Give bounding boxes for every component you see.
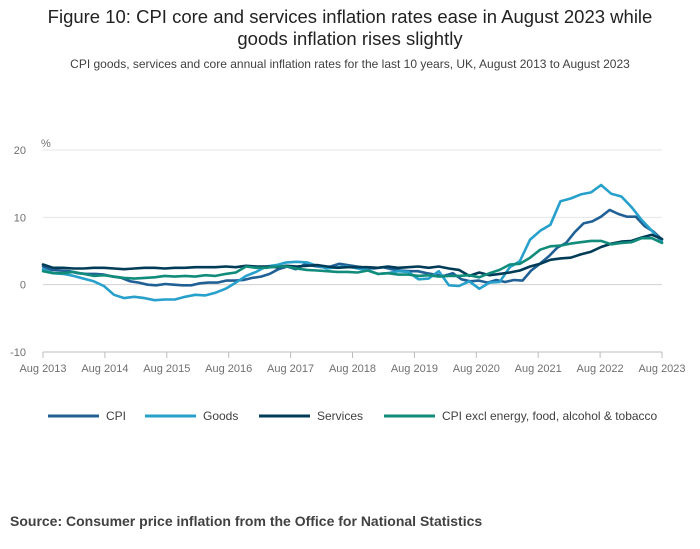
chart-title-line1: Figure 10: CPI core and services inflati… [47, 6, 653, 27]
chart-title-line2: goods inflation rises slightly [237, 28, 463, 49]
legend-label: Goods [203, 409, 238, 423]
y-tick-label: 20 [14, 145, 26, 157]
legend-item-1[interactable]: CPI [48, 409, 126, 423]
x-tick-label: Aug 2023 [638, 363, 685, 375]
legend-label: CPI excl energy, food, alcohol & tobacco [442, 409, 658, 423]
x-tick-label: Aug 2018 [329, 363, 376, 375]
y-tick-label: 0 [20, 280, 26, 292]
legend-label: Services [317, 409, 363, 423]
x-tick-label: Aug 2020 [453, 363, 500, 375]
series-line-4[interactable] [41, 236, 664, 280]
y-tick-label: -10 [10, 347, 26, 359]
x-tick-label: Aug 2021 [515, 363, 562, 375]
source-note: Source: Consumer price inflation from th… [10, 513, 483, 529]
chart-title: Figure 10: CPI core and services inflati… [0, 6, 700, 50]
legend[interactable]: CPI Goods Services CPI excl energy, food, a… [48, 409, 658, 423]
axes: -10 0 10 20% Aug 2013 Aug 2014 Aug 2015 Aug 201… [10, 138, 685, 375]
chart-subtitle: CPI goods, services and core annual infl… [70, 57, 630, 71]
legend-item-2[interactable]: Goods [145, 409, 238, 423]
x-tick-label: Aug 2019 [391, 363, 438, 375]
gridlines [43, 149, 662, 353]
series-line-1[interactable] [41, 208, 664, 287]
legend-item-4[interactable]: CPI excl energy, food, alcohol & tobacco [384, 409, 658, 423]
x-tick-label: Aug 2013 [19, 363, 66, 375]
x-tick-label: Aug 2014 [81, 363, 128, 375]
x-tick-label: Aug 2015 [143, 363, 190, 375]
y-tick-label: 10 [14, 212, 26, 224]
series-lines [41, 183, 664, 302]
legend-label: CPI [106, 409, 126, 423]
x-tick-label: Aug 2022 [577, 363, 624, 375]
x-tick-label: Aug 2017 [267, 363, 314, 375]
x-tick-label: Aug 2016 [205, 363, 252, 375]
series-line-3[interactable] [41, 233, 664, 278]
y-axis-unit-label: % [41, 138, 51, 150]
legend-item-3[interactable]: Services [259, 409, 363, 423]
